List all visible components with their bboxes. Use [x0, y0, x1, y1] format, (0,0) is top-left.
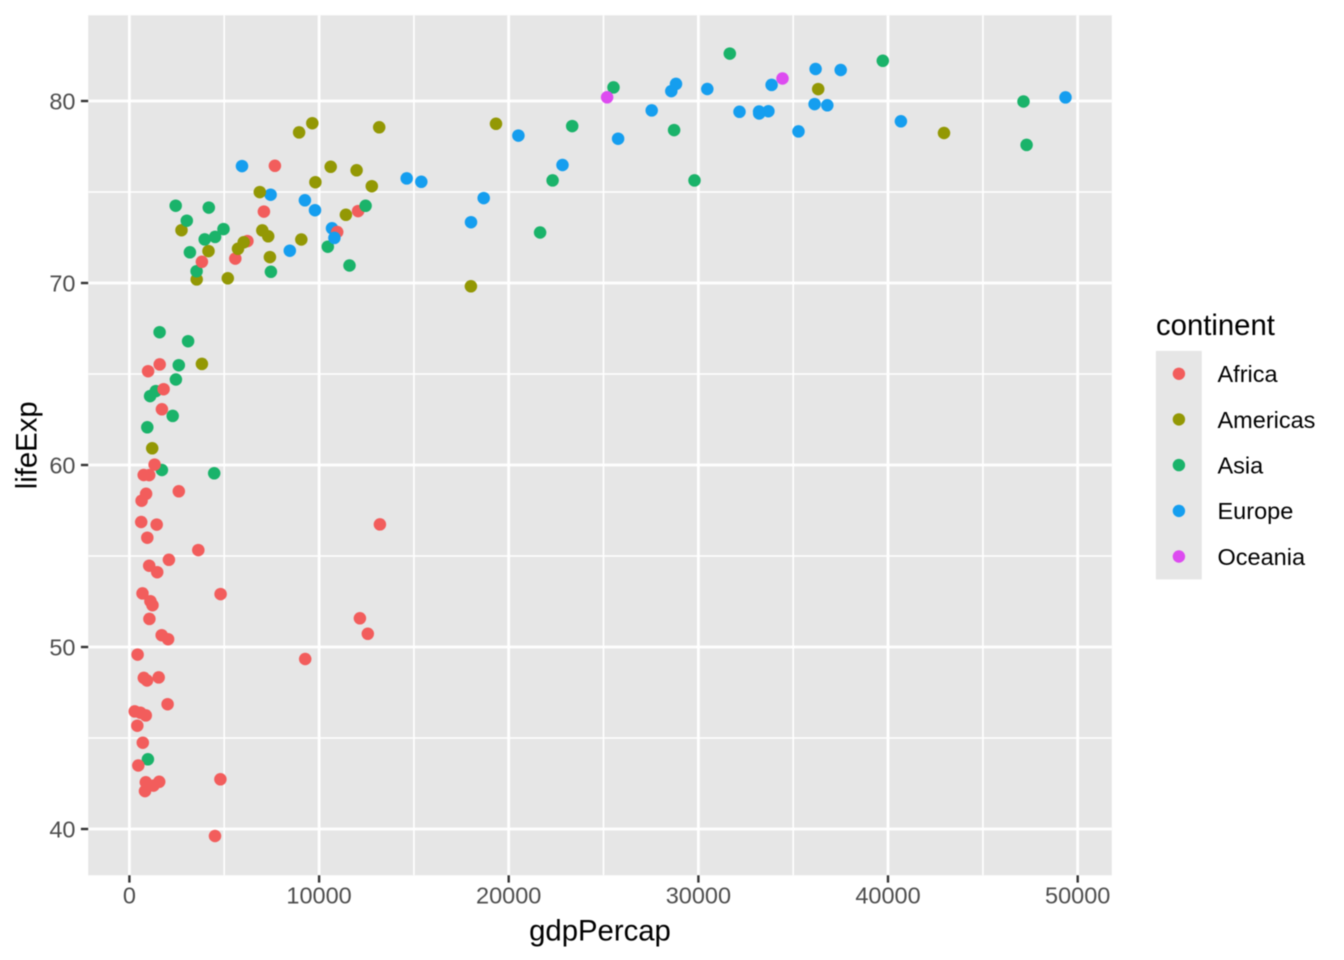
svg-text:continent: continent — [1156, 309, 1275, 342]
svg-text:40: 40 — [49, 816, 75, 842]
svg-text:gdpPercap: gdpPercap — [529, 914, 671, 947]
svg-text:Americas: Americas — [1218, 407, 1316, 433]
svg-text:50: 50 — [49, 634, 75, 660]
svg-text:50000: 50000 — [1045, 883, 1110, 909]
svg-text:60: 60 — [49, 452, 75, 478]
svg-text:20000: 20000 — [476, 883, 541, 909]
svg-text:70: 70 — [49, 270, 75, 296]
svg-text:lifeExp: lifeExp — [11, 401, 44, 489]
svg-text:Europe: Europe — [1218, 498, 1294, 524]
svg-text:40000: 40000 — [855, 883, 920, 909]
svg-text:Asia: Asia — [1218, 453, 1265, 479]
svg-text:Oceania: Oceania — [1218, 544, 1306, 570]
svg-text:80: 80 — [49, 88, 75, 114]
svg-text:Africa: Africa — [1218, 361, 1279, 387]
svg-text:0: 0 — [123, 883, 136, 909]
svg-text:30000: 30000 — [666, 883, 731, 909]
svg-text:10000: 10000 — [286, 883, 351, 909]
